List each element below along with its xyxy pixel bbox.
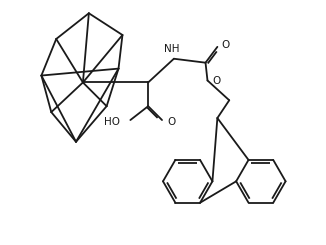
Text: O: O (221, 40, 230, 50)
Text: O: O (168, 117, 176, 127)
Text: HO: HO (105, 117, 121, 127)
Text: NH: NH (164, 44, 180, 54)
Text: O: O (212, 76, 220, 86)
